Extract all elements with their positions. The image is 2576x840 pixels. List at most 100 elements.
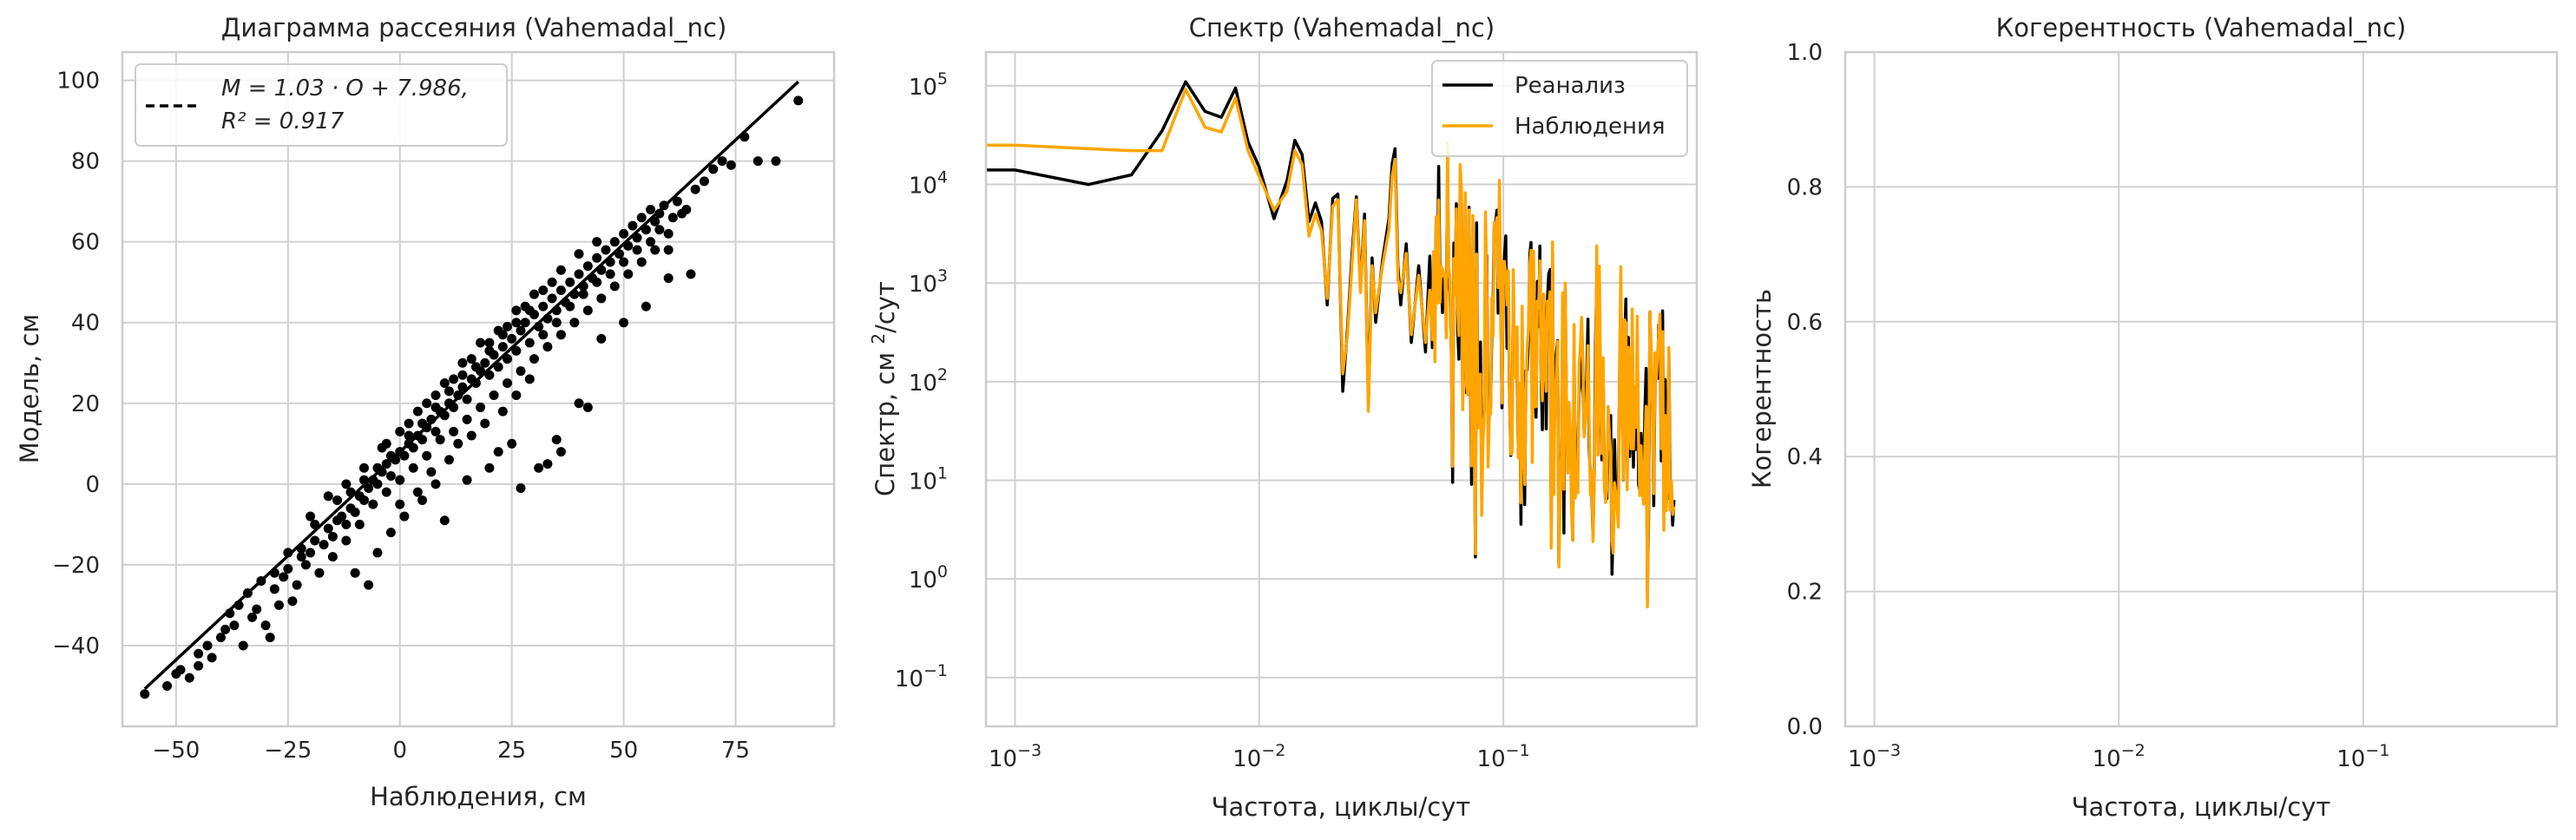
- scatter-point: [596, 333, 607, 344]
- scatter-point: [771, 156, 781, 167]
- scatter-point: [449, 426, 459, 436]
- scatter-point: [672, 196, 682, 207]
- scatter-point: [555, 285, 566, 296]
- scatter-point: [462, 394, 472, 404]
- scatter-x-label: Наблюдения, см: [370, 782, 587, 811]
- scatter-point: [511, 318, 522, 328]
- scatter-point: [507, 438, 517, 449]
- scatter-axes-frame: [121, 50, 836, 728]
- scatter-point: [480, 358, 490, 368]
- scatter-point: [529, 354, 539, 364]
- scatter-point: [462, 414, 472, 424]
- scatter-x-tick-label: 75: [721, 738, 750, 764]
- scatter-point: [596, 293, 607, 304]
- scatter-point: [162, 680, 173, 691]
- scatter-y-tick-label: −40: [52, 633, 100, 660]
- scatter-x-tick-label: 0: [392, 738, 407, 764]
- scatter-point: [140, 689, 150, 699]
- scatter-point: [609, 237, 620, 247]
- scatter-point: [341, 479, 352, 489]
- scatter-point: [663, 245, 674, 255]
- scatter-point: [592, 253, 602, 263]
- scatter-point: [412, 406, 423, 417]
- scatter-grid: [122, 52, 834, 726]
- spectrum-legend-observations: Наблюдения: [1515, 114, 1666, 140]
- scatter-point: [619, 228, 629, 239]
- scatter-point: [439, 378, 450, 389]
- scatter-point: [547, 293, 557, 304]
- scatter-point: [503, 354, 513, 364]
- scatter-point: [793, 95, 804, 106]
- scatter-point: [306, 548, 316, 558]
- coherence-y-tick-label: 0.0: [1787, 714, 1823, 740]
- scatter-points: [140, 95, 804, 699]
- scatter-point: [229, 620, 240, 631]
- scatter-point: [663, 228, 674, 239]
- coherence-x-tick-label: 10−2: [2093, 741, 2146, 772]
- scatter-point: [578, 289, 588, 299]
- spectrum-axes-frame: [984, 50, 1699, 728]
- scatter-point: [503, 378, 513, 389]
- scatter-legend-box: [135, 63, 508, 147]
- scatter-point: [555, 447, 566, 457]
- scatter-point: [194, 648, 204, 659]
- scatter-point: [592, 277, 602, 287]
- scatter-point: [497, 342, 508, 352]
- scatter-point: [542, 342, 553, 352]
- spectrum-panel: Спектр (Vahemadal_nc) 10−3 10−2 10−1 10−11…: [868, 13, 1699, 822]
- scatter-point: [252, 604, 262, 614]
- scatter-point: [489, 390, 499, 400]
- coherence-y-tick-label: 0.8: [1787, 174, 1823, 200]
- scatter-point: [511, 305, 522, 316]
- scatter-x-tick-label: −25: [264, 738, 312, 764]
- scatter-point: [323, 523, 333, 534]
- scatter-point: [582, 402, 593, 412]
- scatter-point: [457, 358, 468, 368]
- scatter-point: [677, 208, 687, 219]
- scatter-point: [654, 225, 665, 235]
- scatter-point: [636, 213, 647, 223]
- scatter-point: [408, 463, 418, 473]
- scatter-point: [439, 515, 450, 526]
- scatter-point: [399, 450, 410, 461]
- scatter-point: [605, 269, 615, 279]
- scatter-point: [569, 318, 580, 328]
- scatter-point: [404, 430, 414, 441]
- scatter-point: [202, 640, 213, 651]
- scatter-point: [279, 572, 289, 582]
- scatter-point: [430, 390, 441, 400]
- scatter-point: [354, 519, 365, 529]
- scatter-point: [493, 325, 503, 336]
- scatter-point: [323, 491, 333, 502]
- scatter-point: [372, 479, 383, 489]
- scatter-point: [422, 398, 432, 409]
- scatter-point: [516, 366, 526, 377]
- spectrum-y-tick-label: 102: [909, 365, 948, 397]
- scatter-point: [395, 475, 405, 485]
- scatter-point: [430, 402, 441, 412]
- scatter-point: [327, 531, 338, 541]
- scatter-point: [260, 620, 271, 631]
- scatter-point: [650, 216, 660, 226]
- scatter-point: [503, 321, 513, 331]
- scatter-point: [319, 540, 329, 550]
- scatter-point: [538, 285, 549, 296]
- scatter-point: [462, 475, 472, 485]
- coherence-y-ticks: 0.0 0.2 0.4 0.6 0.8 1.0: [1787, 40, 1823, 740]
- scatter-point: [717, 156, 727, 167]
- scatter-point: [274, 600, 285, 610]
- scatter-point: [372, 548, 383, 558]
- scatter-point: [306, 511, 316, 522]
- scatter-point: [404, 418, 414, 429]
- spectrum-y-tick-label: 101: [909, 463, 948, 495]
- scatter-point: [385, 528, 396, 538]
- scatter-point: [565, 277, 575, 287]
- scatter-point: [247, 612, 258, 622]
- scatter-point: [708, 164, 719, 174]
- scatter-point: [524, 338, 535, 348]
- scatter-point: [476, 402, 486, 412]
- scatter-panel: Диаграмма рассеяния (Vahemadal_nc) −50 −2…: [15, 13, 836, 811]
- scatter-point: [337, 511, 347, 522]
- spectrum-x-tick-label: 10−3: [989, 741, 1042, 772]
